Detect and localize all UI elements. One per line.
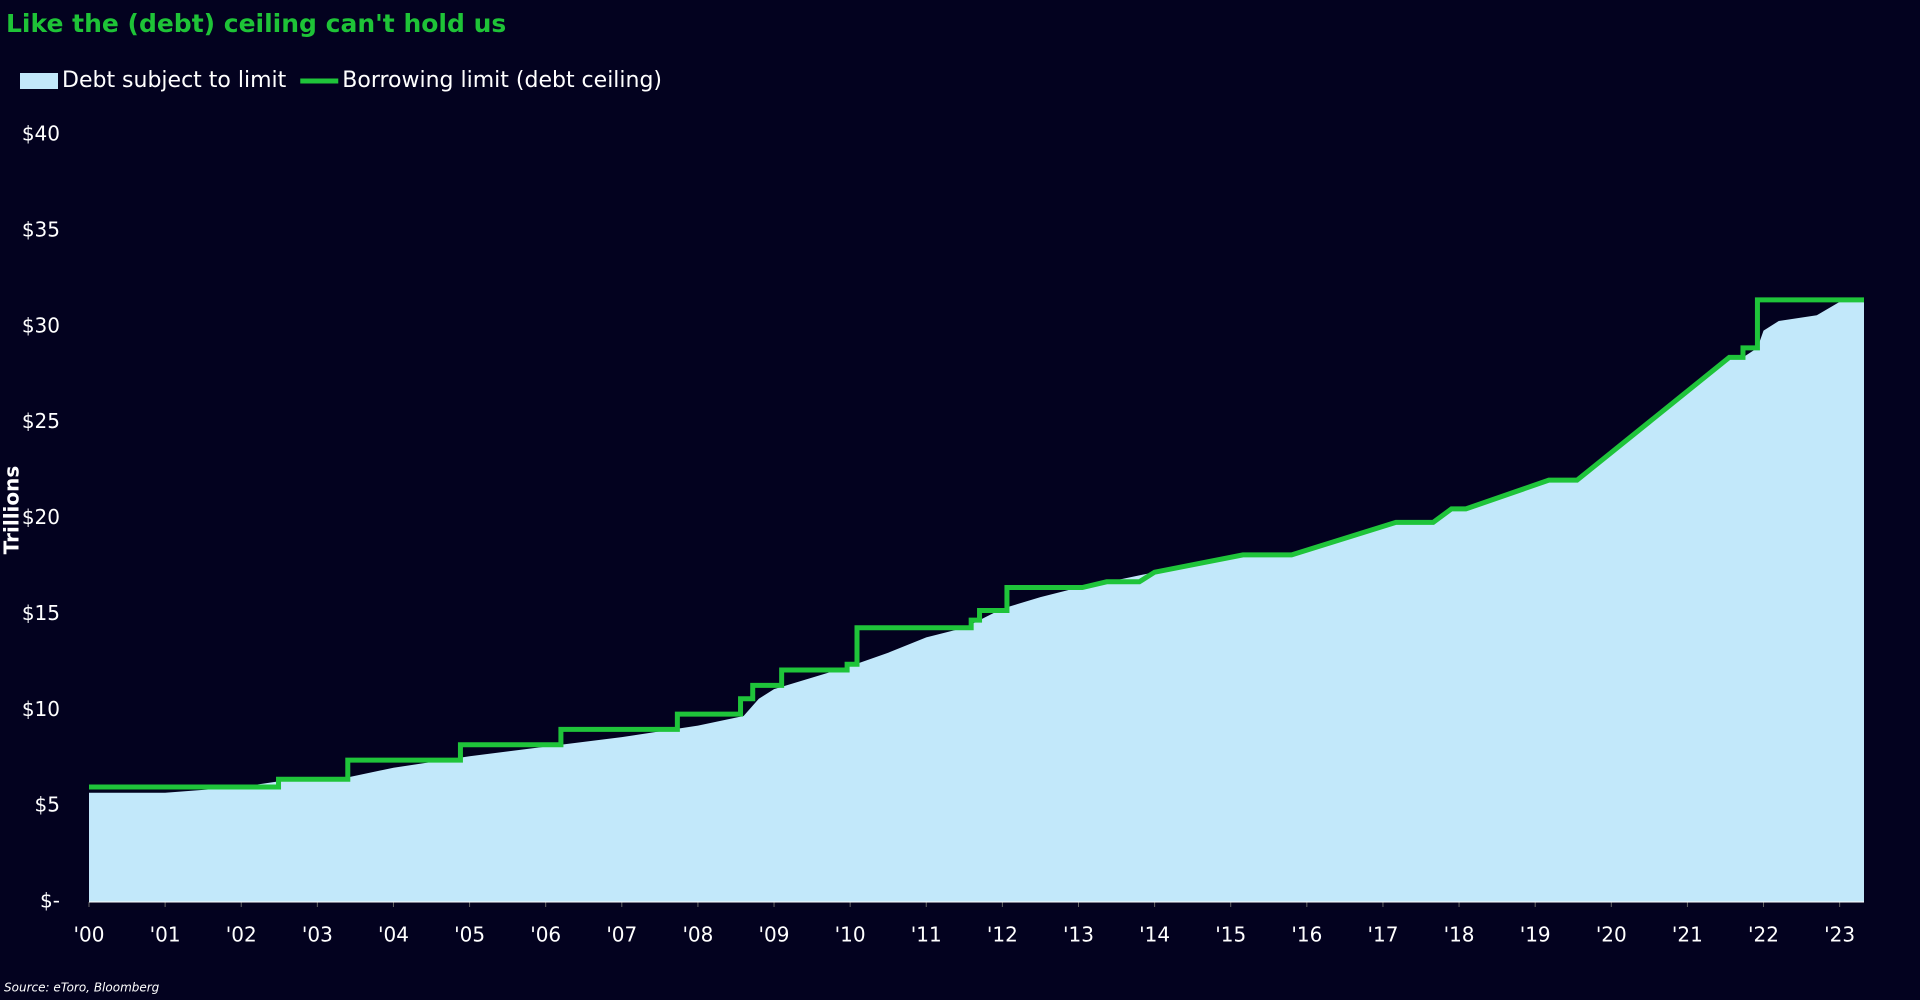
x-tick-label: '03 [302, 923, 333, 947]
y-tick-label: $30 [22, 313, 60, 337]
chart-title: Like the (debt) ceiling can't hold us [6, 9, 506, 38]
x-tick-label: '02 [226, 923, 257, 947]
y-tick-label: $15 [22, 601, 60, 625]
x-tick-label: '23 [1824, 923, 1855, 947]
debt-area [89, 301, 1864, 902]
y-tick-label: $20 [22, 505, 60, 529]
x-tick-label: '08 [682, 923, 713, 947]
y-tick-label: $35 [22, 217, 60, 241]
legend-swatch [20, 73, 58, 89]
y-tick-label: $25 [22, 409, 60, 433]
x-tick-label: '17 [1367, 923, 1398, 947]
x-tick-label: '04 [378, 923, 409, 947]
ceiling-line [89, 297, 1864, 790]
x-tick-label: '19 [1520, 923, 1551, 947]
x-tick-label: '05 [454, 923, 485, 947]
source-note: Source: eToro, Bloomberg [4, 981, 160, 995]
x-tick-label: '09 [759, 923, 790, 947]
x-tick-label: '18 [1444, 923, 1475, 947]
y-tick-label: $- [40, 889, 60, 913]
x-tick-label: '22 [1748, 923, 1779, 947]
y-tick-label: $5 [35, 793, 60, 817]
x-tick-label: '13 [1063, 923, 1094, 947]
legend-label: Borrowing limit (debt ceiling) [342, 68, 662, 93]
x-tick-label: '14 [1139, 923, 1170, 947]
x-tick-label: '00 [74, 923, 105, 947]
y-axis-label: Trillions [0, 466, 24, 555]
x-tick-label: '15 [1215, 923, 1246, 947]
x-tick-label: '20 [1596, 923, 1627, 947]
y-tick-label: $40 [22, 122, 60, 146]
x-tick-label: '21 [1672, 923, 1703, 947]
x-tick-label: '01 [150, 923, 181, 947]
x-tick-label: '16 [1291, 923, 1322, 947]
x-tick-label: '06 [530, 923, 561, 947]
y-tick-label: $10 [22, 697, 60, 721]
x-tick-label: '10 [835, 923, 866, 947]
x-tick-label: '12 [987, 923, 1018, 947]
legend-label: Debt subject to limit [62, 68, 287, 93]
x-tick-label: '11 [911, 923, 942, 947]
x-tick-label: '07 [606, 923, 637, 947]
